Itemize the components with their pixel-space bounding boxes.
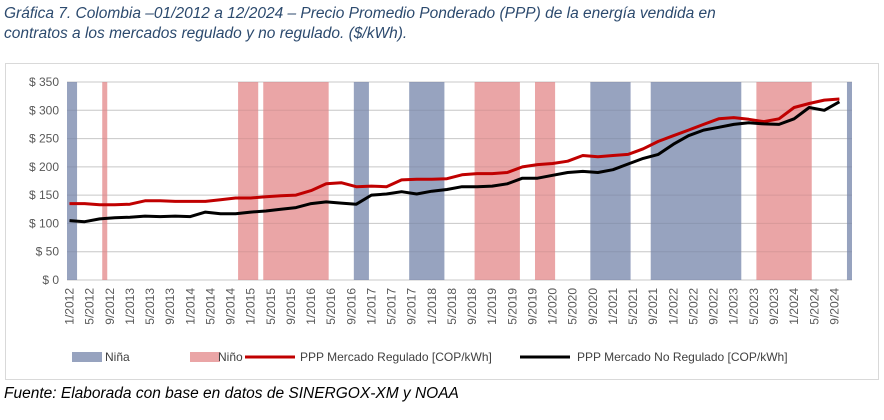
x-tick-label: 9/2019 — [525, 288, 539, 325]
nina-band — [650, 82, 742, 280]
x-tick-label: 1/2019 — [485, 288, 499, 325]
x-tick-label: 9/2020 — [586, 288, 600, 325]
title-line-2: contratos a los mercados regulado y no r… — [4, 25, 408, 42]
x-tick-label: 5/2021 — [626, 288, 640, 325]
x-tick-label: 9/2015 — [284, 288, 298, 325]
x-tick-label: 1/2015 — [244, 288, 258, 325]
legend-nina-label: Niña — [105, 350, 130, 364]
x-tick-label: 9/2016 — [344, 288, 358, 325]
y-tick-label: $ 0 — [42, 273, 59, 287]
x-tick-label: 5/2019 — [505, 288, 519, 325]
x-tick-label: 1/2012 — [63, 288, 77, 325]
legend-nina-swatch — [72, 352, 102, 362]
series-no-regulado-line — [69, 100, 841, 224]
x-tick-label: 9/2021 — [646, 288, 660, 325]
y-tick-label: $ 250 — [29, 132, 59, 146]
nina-band — [409, 82, 445, 280]
y-tick-label: $ 350 — [29, 75, 59, 89]
legend-nino-swatch — [190, 352, 220, 362]
x-tick-label: 9/2014 — [224, 288, 238, 325]
x-tick-label: 1/2023 — [727, 288, 741, 325]
x-tick-label: 1/2024 — [787, 288, 801, 325]
x-tick-label: 5/2023 — [747, 288, 761, 325]
nina-band — [67, 82, 78, 280]
x-tick-label: 9/2023 — [767, 288, 781, 325]
x-tick-label: 5/2018 — [445, 288, 459, 325]
nina-band — [353, 82, 369, 280]
nino-band — [534, 82, 556, 280]
nina-band — [846, 82, 852, 280]
x-tick-label: 1/2022 — [666, 288, 680, 325]
x-tick-label: 9/2018 — [465, 288, 479, 325]
x-tick-label: 9/2013 — [163, 288, 177, 325]
x-tick-label: 1/2021 — [606, 288, 620, 325]
source-footer: Fuente: Elaborada con base en datos de S… — [4, 385, 459, 402]
x-tick-label: 5/2013 — [143, 288, 157, 325]
x-tick-label: 1/2016 — [304, 288, 318, 325]
x-tick-label: 1/2020 — [546, 288, 560, 325]
x-tick-label: 5/2014 — [203, 288, 217, 325]
x-tick-label: 5/2020 — [566, 288, 580, 325]
x-tick-label: 5/2022 — [686, 288, 700, 325]
legend-nino-label: Niño — [218, 350, 243, 364]
x-tick-label: 1/2013 — [123, 288, 137, 325]
x-tick-label: 9/2024 — [827, 288, 841, 325]
x-tick-label: 1/2014 — [183, 288, 197, 325]
y-tick-label: $ 300 — [29, 103, 59, 117]
x-tick-label: 9/2017 — [405, 288, 419, 325]
series-regulado-line — [69, 97, 840, 207]
y-tick-label: $ 50 — [36, 245, 60, 259]
x-tick-label: 9/2022 — [707, 288, 721, 325]
legend-no-regulado-label: PPP Mercado No Regulado [COP/kWh] — [577, 350, 788, 364]
x-tick-label: 1/2017 — [364, 288, 378, 325]
y-tick-label: $ 200 — [29, 160, 59, 174]
nino-band — [263, 82, 329, 280]
nino-band — [238, 82, 259, 280]
x-tick-label: 5/2017 — [385, 288, 399, 325]
nina-band — [590, 82, 631, 280]
x-tick-label: 5/2024 — [807, 288, 821, 325]
chart-title: Gráfica 7. Colombia –01/2012 a 12/2024 –… — [4, 4, 884, 44]
nino-band — [102, 82, 108, 280]
x-tick-label: 5/2016 — [324, 288, 338, 325]
y-tick-label: $ 100 — [29, 216, 59, 230]
x-tick-label: 5/2012 — [83, 288, 97, 325]
legend-regulado-label: PPP Mercado Regulado [COP/kWh] — [300, 350, 492, 364]
x-tick-label: 9/2012 — [103, 288, 117, 325]
x-tick-label: 5/2015 — [264, 288, 278, 325]
title-line-1: Gráfica 7. Colombia –01/2012 a 12/2024 –… — [4, 5, 716, 22]
x-tick-label: 1/2018 — [425, 288, 439, 325]
y-tick-label: $ 150 — [29, 188, 59, 202]
